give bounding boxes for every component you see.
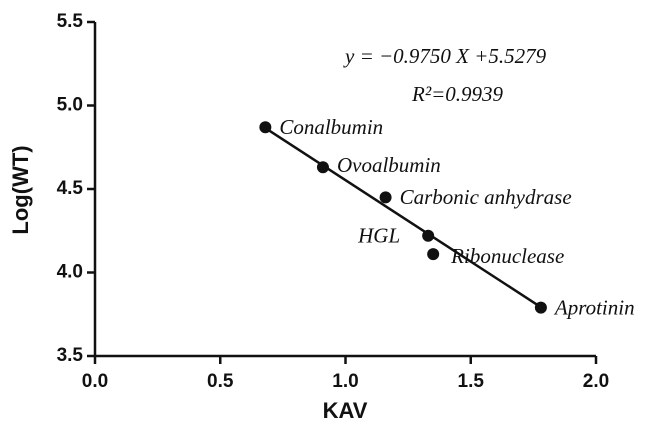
- point-label: Conalbumin: [279, 115, 383, 139]
- fit-equation: y = −0.9750 X +5.5279: [343, 44, 547, 68]
- point: [379, 191, 392, 204]
- point: [534, 301, 547, 314]
- fit-line: [264, 127, 542, 309]
- x-tick-label: 1.5: [458, 371, 485, 392]
- y-tick-label: 4.5: [57, 178, 84, 199]
- point: [427, 248, 440, 261]
- point: [259, 121, 272, 134]
- r-squared: R²=0.9939: [411, 82, 504, 106]
- x-tick-label: 0.0: [82, 371, 108, 392]
- y-axis-label: Log(WT): [8, 145, 33, 234]
- x-axis-label: KAV: [323, 398, 368, 423]
- y-tick-label: 4.0: [57, 262, 83, 283]
- y-tick-label: 3.5: [57, 345, 84, 366]
- point: [316, 161, 329, 174]
- point-label: HGL: [357, 224, 400, 248]
- y-tick-label: 5.5: [57, 11, 84, 32]
- point-label: Ovoalbumin: [337, 153, 441, 177]
- point-label: Ribonuclease: [450, 244, 564, 268]
- x-tick-label: 2.0: [583, 371, 609, 392]
- point: [422, 229, 435, 242]
- x-tick-label: 1.0: [332, 371, 358, 392]
- y-tick-label: 5.0: [57, 95, 83, 116]
- point-label: Aprotinin: [553, 295, 635, 319]
- x-tick-label: 0.5: [207, 371, 234, 392]
- point-label: Carbonic anhydrase: [400, 185, 572, 209]
